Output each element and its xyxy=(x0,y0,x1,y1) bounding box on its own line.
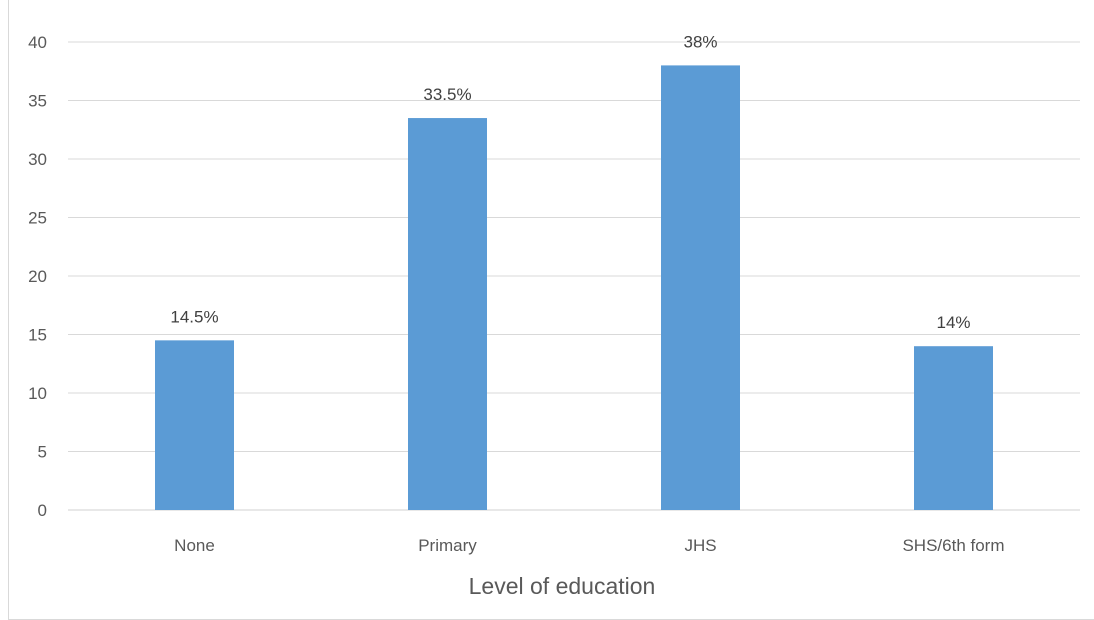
data-label: 14% xyxy=(936,313,970,332)
gridlines xyxy=(68,41,1080,511)
bar xyxy=(661,65,740,511)
x-axis-title: Level of education xyxy=(469,573,656,599)
data-label: 33.5% xyxy=(423,85,471,104)
x-tick-label: None xyxy=(174,536,215,555)
x-tick-label: SHS/6th form xyxy=(902,536,1004,555)
bar xyxy=(155,340,234,510)
y-tick-label: 0 xyxy=(38,501,47,520)
y-axis-ticks: 0 5 10 15 20 25 30 35 40 xyxy=(28,33,47,520)
x-axis-ticks: None Primary JHS SHS/6th form xyxy=(174,536,1004,555)
y-tick-label: 40 xyxy=(28,33,47,52)
chart-area xyxy=(8,0,1094,620)
y-tick-label: 5 xyxy=(38,443,47,462)
y-tick-label: 15 xyxy=(28,326,47,345)
y-tick-label: 25 xyxy=(28,209,47,228)
y-tick-label: 10 xyxy=(28,384,47,403)
y-tick-label: 30 xyxy=(28,150,47,169)
data-labels: 14.5% 33.5% 38% 14% xyxy=(170,32,970,332)
x-tick-label: JHS xyxy=(684,536,716,555)
bar xyxy=(408,118,487,511)
bar xyxy=(914,346,993,510)
y-tick-label: 20 xyxy=(28,267,47,286)
x-tick-label: Primary xyxy=(418,536,477,555)
bars xyxy=(155,65,993,511)
y-tick-label: 35 xyxy=(28,92,47,111)
data-label: 38% xyxy=(683,32,717,51)
data-label: 14.5% xyxy=(170,307,218,326)
